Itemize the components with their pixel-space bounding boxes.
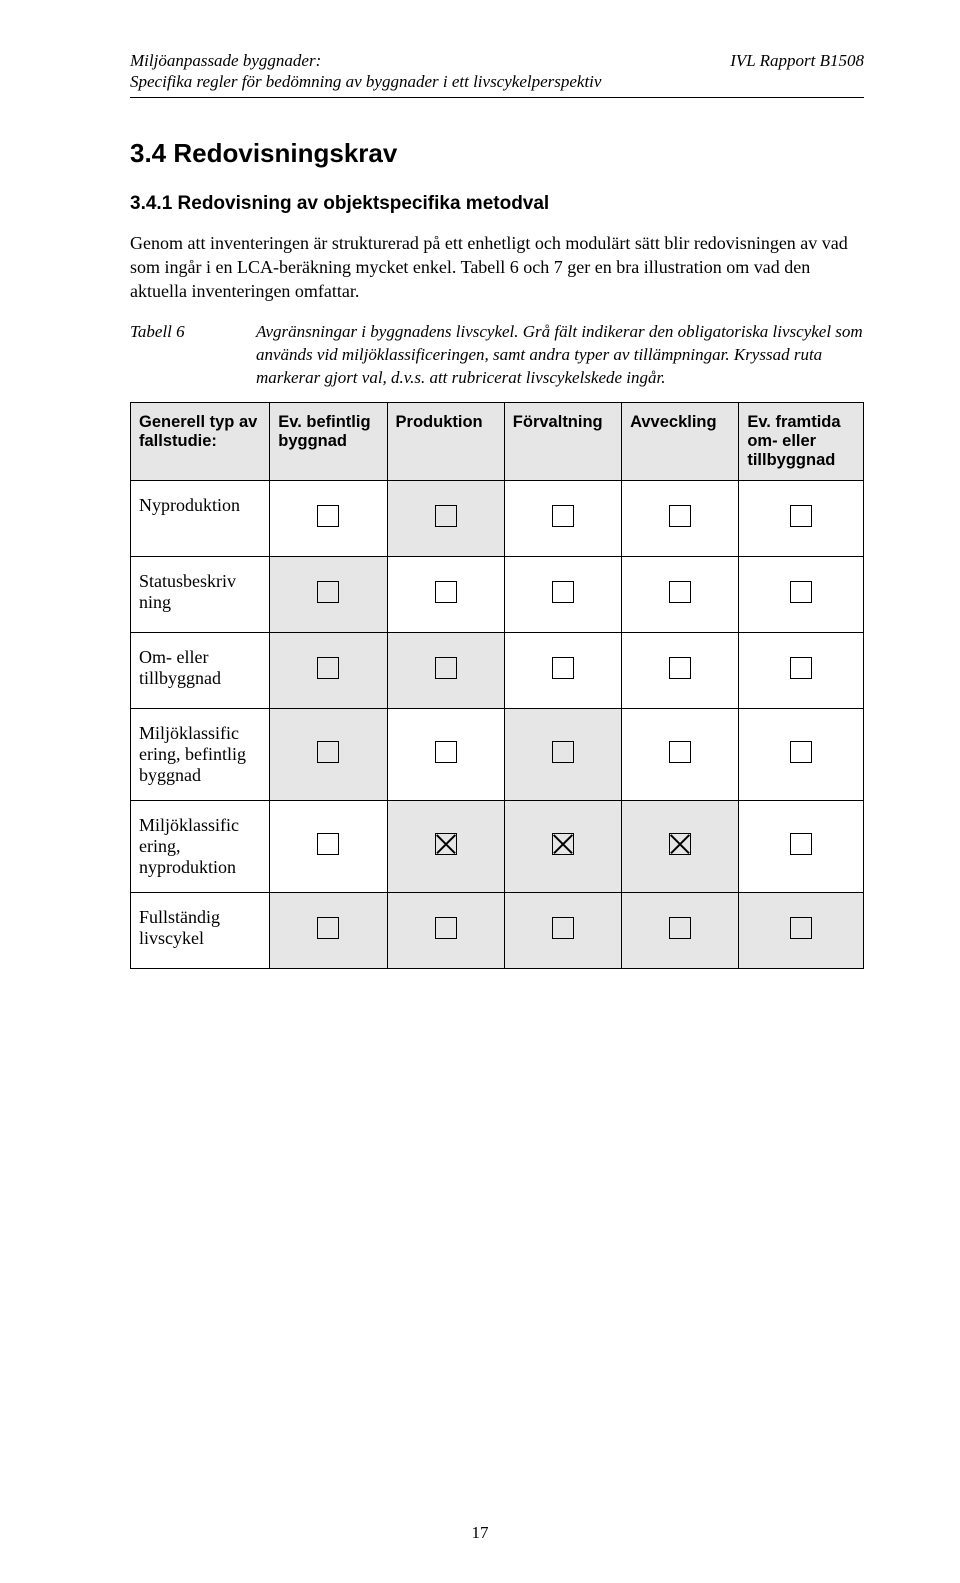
table-cell (387, 709, 504, 801)
checkbox-empty-icon (317, 741, 339, 763)
caption-text: Avgränsningar i byggnadens livscykel. Gr… (256, 321, 864, 390)
table-caption: Tabell 6 Avgränsningar i byggnadens livs… (130, 321, 864, 390)
checkbox-empty-icon (317, 505, 339, 527)
table-cell (504, 709, 621, 801)
heading-2: 3.4 Redovisningskrav (130, 138, 864, 169)
table-cell (270, 481, 387, 557)
table-cell (270, 709, 387, 801)
table-cell (622, 557, 739, 633)
table-cell (622, 801, 739, 893)
checkbox-empty-icon (552, 657, 574, 679)
checkbox-empty-icon (435, 581, 457, 603)
checkbox-crossed-icon (435, 833, 457, 855)
page: Miljöanpassade byggnader: Specifika regl… (0, 0, 960, 1583)
lifecycle-table: Generell typ av fallstudie:Ev. befintlig… (130, 402, 864, 969)
table-cell (739, 557, 864, 633)
checkbox-empty-icon (669, 741, 691, 763)
table-row: Miljöklassific ering, nyproduktion (131, 801, 864, 893)
table-row: Nyproduktion (131, 481, 864, 557)
table-cell (504, 481, 621, 557)
checkbox-empty-icon (317, 581, 339, 603)
table-row: Miljöklassific ering, befintlig byggnad (131, 709, 864, 801)
table-col-header: Avveckling (622, 403, 739, 481)
table-cell (504, 801, 621, 893)
table-cell (504, 893, 621, 969)
table-row-label: Statusbeskriv ning (131, 557, 270, 633)
table-row-label: Om- eller tillbyggnad (131, 633, 270, 709)
table-cell (387, 633, 504, 709)
page-number: 17 (0, 1523, 960, 1543)
checkbox-empty-icon (790, 741, 812, 763)
table-row-label: Miljöklassific ering, nyproduktion (131, 801, 270, 893)
table-cell (739, 801, 864, 893)
checkbox-empty-icon (552, 917, 574, 939)
table-col-header: Förvaltning (504, 403, 621, 481)
table-row: Om- eller tillbyggnad (131, 633, 864, 709)
table-cell (622, 893, 739, 969)
table-row: Statusbeskriv ning (131, 557, 864, 633)
table-row-label: Fullständig livscykel (131, 893, 270, 969)
table-cell (387, 801, 504, 893)
table-cell (739, 893, 864, 969)
checkbox-empty-icon (435, 505, 457, 527)
checkbox-empty-icon (669, 581, 691, 603)
table-cell (387, 893, 504, 969)
table-col-header: Produktion (387, 403, 504, 481)
checkbox-crossed-icon (552, 833, 574, 855)
checkbox-empty-icon (435, 741, 457, 763)
table-cell (504, 633, 621, 709)
intro-paragraph: Genom att inventeringen är strukturerad … (130, 231, 864, 304)
table-cell (270, 633, 387, 709)
checkbox-empty-icon (435, 657, 457, 679)
table-row-label: Nyproduktion (131, 481, 270, 557)
checkbox-empty-icon (790, 833, 812, 855)
table-header-row: Generell typ av fallstudie:Ev. befintlig… (131, 403, 864, 481)
checkbox-empty-icon (669, 657, 691, 679)
table-cell (739, 709, 864, 801)
caption-label: Tabell 6 (130, 321, 220, 344)
table-col-header: Ev. befintlig byggnad (270, 403, 387, 481)
running-header: Miljöanpassade byggnader: Specifika regl… (130, 50, 864, 93)
checkbox-empty-icon (317, 657, 339, 679)
table-cell (622, 633, 739, 709)
table-col-header: Ev. framtida om- eller tillbyggnad (739, 403, 864, 481)
table-cell (387, 481, 504, 557)
checkbox-empty-icon (790, 657, 812, 679)
checkbox-empty-icon (317, 833, 339, 855)
table-cell (739, 633, 864, 709)
header-rule (130, 97, 864, 98)
table-col-header: Generell typ av fallstudie: (131, 403, 270, 481)
checkbox-empty-icon (552, 741, 574, 763)
header-right: IVL Rapport B1508 (730, 50, 864, 93)
table-cell (270, 893, 387, 969)
checkbox-empty-icon (669, 917, 691, 939)
table-cell (270, 557, 387, 633)
checkbox-empty-icon (790, 581, 812, 603)
checkbox-empty-icon (552, 581, 574, 603)
checkbox-empty-icon (790, 917, 812, 939)
header-left: Miljöanpassade byggnader: Specifika regl… (130, 50, 601, 93)
table-cell (387, 557, 504, 633)
heading-3: 3.4.1 Redovisning av objektspecifika met… (130, 193, 864, 215)
table-row: Fullständig livscykel (131, 893, 864, 969)
table-row-label: Miljöklassific ering, befintlig byggnad (131, 709, 270, 801)
table-cell (270, 801, 387, 893)
checkbox-empty-icon (552, 505, 574, 527)
checkbox-empty-icon (435, 917, 457, 939)
table-cell (739, 481, 864, 557)
checkbox-crossed-icon (669, 833, 691, 855)
checkbox-empty-icon (669, 505, 691, 527)
checkbox-empty-icon (317, 917, 339, 939)
table-cell (622, 481, 739, 557)
checkbox-empty-icon (790, 505, 812, 527)
table-cell (504, 557, 621, 633)
table-cell (622, 709, 739, 801)
header-left-line1: Miljöanpassade byggnader: (130, 51, 321, 70)
header-left-line2: Specifika regler för bedömning av byggna… (130, 72, 601, 91)
